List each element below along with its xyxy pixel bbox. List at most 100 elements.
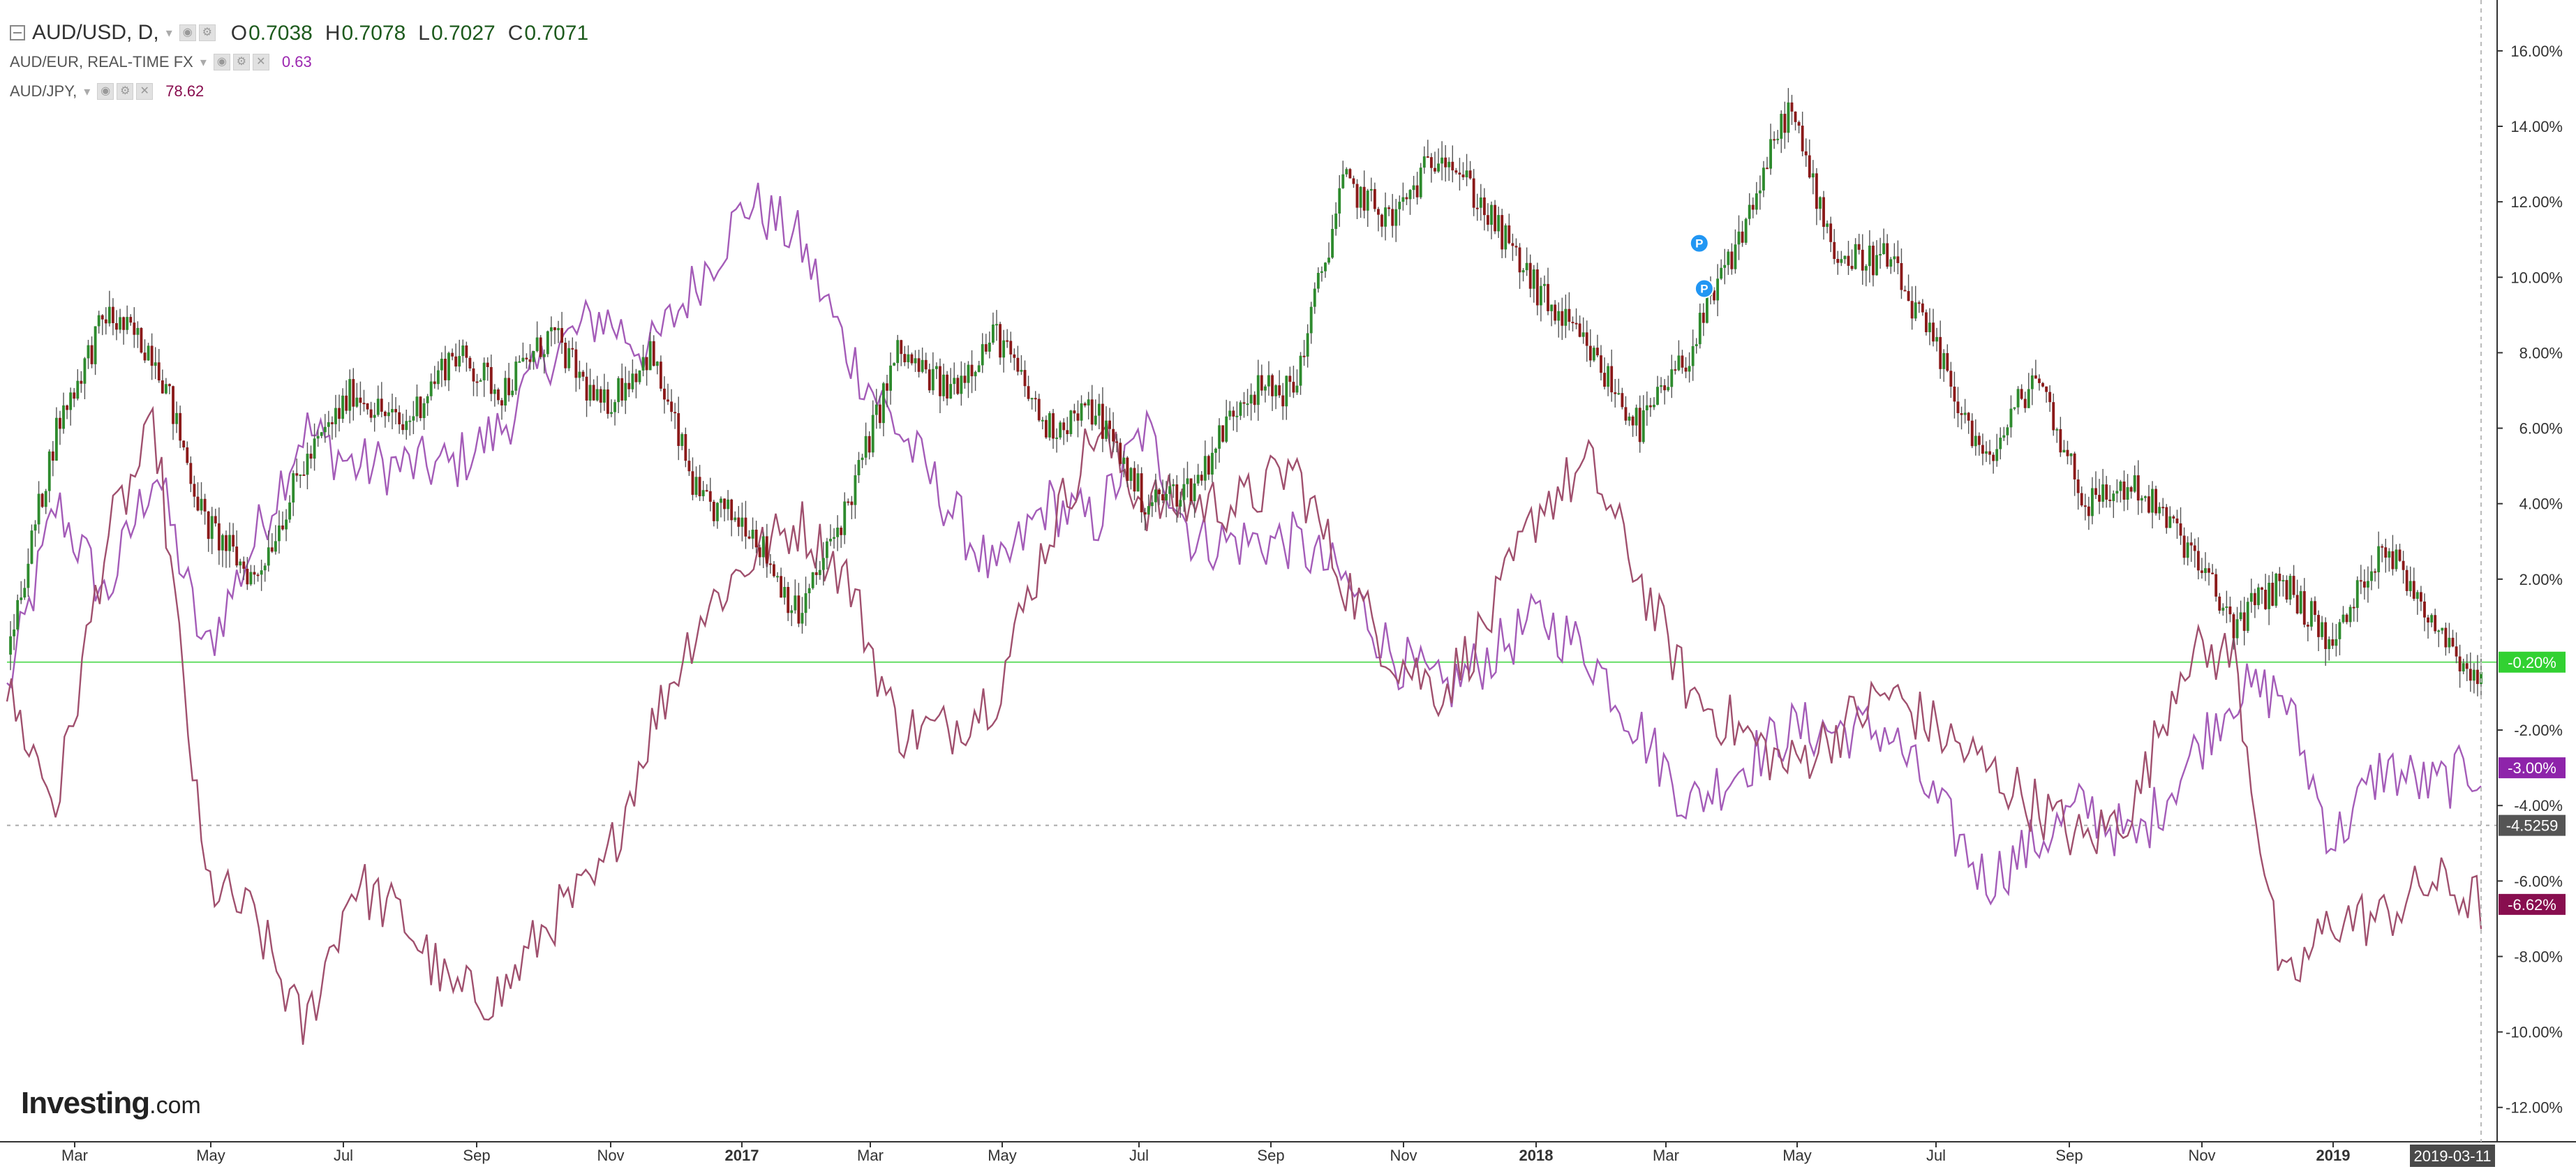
- chevron-down-icon[interactable]: ▾: [84, 84, 91, 99]
- candle-body: [2087, 506, 2090, 516]
- candle-body: [2045, 386, 2048, 392]
- candle-body: [2013, 407, 2016, 409]
- candle-body: [133, 322, 136, 335]
- candle-body: [2253, 593, 2256, 606]
- candle-body: [2377, 546, 2381, 573]
- candle-body: [1037, 399, 1041, 421]
- candle-body: [2214, 574, 2218, 597]
- legend-main-symbol[interactable]: AUD/USD, D,: [32, 21, 159, 45]
- eye-icon[interactable]: ◉: [97, 83, 114, 100]
- candle-body: [1702, 313, 1705, 323]
- candle-body: [874, 404, 878, 415]
- candle-body: [1221, 425, 1225, 442]
- gear-icon[interactable]: ⚙: [198, 24, 216, 42]
- close-icon[interactable]: ✕: [252, 54, 269, 71]
- eye-icon[interactable]: ◉: [179, 24, 196, 42]
- cursor-date-tag: [2410, 1145, 2495, 1167]
- candle-body: [648, 341, 652, 371]
- candle-body: [1921, 303, 1924, 313]
- candle-body: [366, 403, 369, 410]
- chevron-down-icon[interactable]: ▾: [200, 55, 207, 70]
- x-tick-label: Sep: [1257, 1147, 1284, 1164]
- candle-body: [1256, 375, 1260, 405]
- legend-aud-eur-value: 0.63: [281, 53, 312, 71]
- candle-body: [995, 324, 998, 326]
- candle-body: [1429, 157, 1433, 168]
- candle-body: [1720, 267, 1723, 279]
- candle-body: [454, 356, 458, 367]
- chevron-down-icon[interactable]: ▾: [165, 26, 172, 40]
- candle-body: [1122, 457, 1126, 464]
- candle-body: [168, 384, 171, 387]
- candle-body: [2328, 639, 2331, 649]
- candle-body: [670, 401, 673, 412]
- candle-body: [2268, 583, 2271, 609]
- gear-icon[interactable]: ⚙: [232, 54, 250, 71]
- aud-eur-line: [6, 182, 2482, 906]
- candle-body: [451, 352, 454, 357]
- candle-body: [30, 530, 33, 564]
- candle-body: [1451, 161, 1454, 171]
- legend-aud-jpy-symbol[interactable]: AUD/JPY,: [10, 82, 77, 100]
- y-tick-label: 6.00%: [2519, 420, 2563, 438]
- candle-body: [773, 564, 775, 576]
- event-marker: [1689, 233, 1709, 253]
- candle-body: [447, 352, 450, 380]
- candle-body: [829, 539, 832, 542]
- candle-body: [1412, 185, 1415, 191]
- candle-body: [663, 388, 666, 400]
- candle-body: [821, 558, 825, 570]
- candle-body: [667, 399, 669, 402]
- candle-body: [200, 498, 203, 511]
- candle-body: [1440, 157, 1444, 164]
- y-tick-label: 12.00%: [2510, 193, 2563, 211]
- candle-body: [970, 364, 974, 377]
- candle-body: [376, 399, 380, 415]
- eye-icon[interactable]: ◉: [213, 54, 230, 71]
- candle-body: [1207, 456, 1210, 475]
- y-tick-label: 14.00%: [2510, 118, 2563, 135]
- candle-body: [126, 317, 129, 330]
- value-tag: [2499, 893, 2566, 915]
- candle-body: [751, 529, 754, 539]
- candle-body: [1762, 167, 1765, 191]
- candle-body: [882, 383, 885, 424]
- candle-body: [1741, 231, 1744, 243]
- close-icon[interactable]: ✕: [136, 83, 154, 100]
- candle-body: [387, 412, 390, 417]
- candle-body: [645, 357, 648, 371]
- candle-body: [2409, 581, 2412, 591]
- legend-aud-eur-symbol[interactable]: AUD/EUR, REAL-TIME FX: [10, 53, 193, 71]
- candle-body: [2034, 375, 2037, 379]
- investing-logo[interactable]: Investing.com: [21, 1086, 201, 1121]
- candle-body: [1635, 408, 1638, 426]
- candle-body: [2480, 671, 2482, 685]
- candle-body: [843, 501, 847, 535]
- candle-body: [1617, 393, 1621, 395]
- candle-body: [854, 475, 857, 505]
- candle-body: [1914, 302, 1917, 319]
- candle-body: [2154, 489, 2158, 514]
- gear-icon[interactable]: ⚙: [117, 83, 134, 100]
- candle-body: [2196, 551, 2200, 571]
- brand-name: Investing: [21, 1086, 150, 1120]
- candle-body: [1875, 255, 1878, 276]
- candle-body: [1087, 399, 1090, 405]
- candle-body: [2359, 580, 2362, 582]
- candle-body: [2023, 399, 2027, 408]
- candle-body: [1521, 270, 1525, 273]
- candle-body: [1324, 262, 1327, 271]
- collapse-icon[interactable]: [10, 25, 25, 41]
- candle-body: [2172, 516, 2175, 519]
- candle-body: [1804, 151, 1808, 156]
- candle-body: [988, 342, 991, 352]
- candle-body: [776, 576, 779, 578]
- candle-body: [2091, 488, 2094, 516]
- candle-body: [1313, 288, 1316, 307]
- candle-body: [1175, 484, 1179, 507]
- candle-body: [1475, 207, 1479, 209]
- candle-body: [2441, 627, 2444, 631]
- x-axis-ticks: Mar May Jul Sep Nov 2017 Mar May Jul Sep Nov 2018 Ma…: [61, 1142, 2495, 1167]
- candle-body: [359, 397, 362, 403]
